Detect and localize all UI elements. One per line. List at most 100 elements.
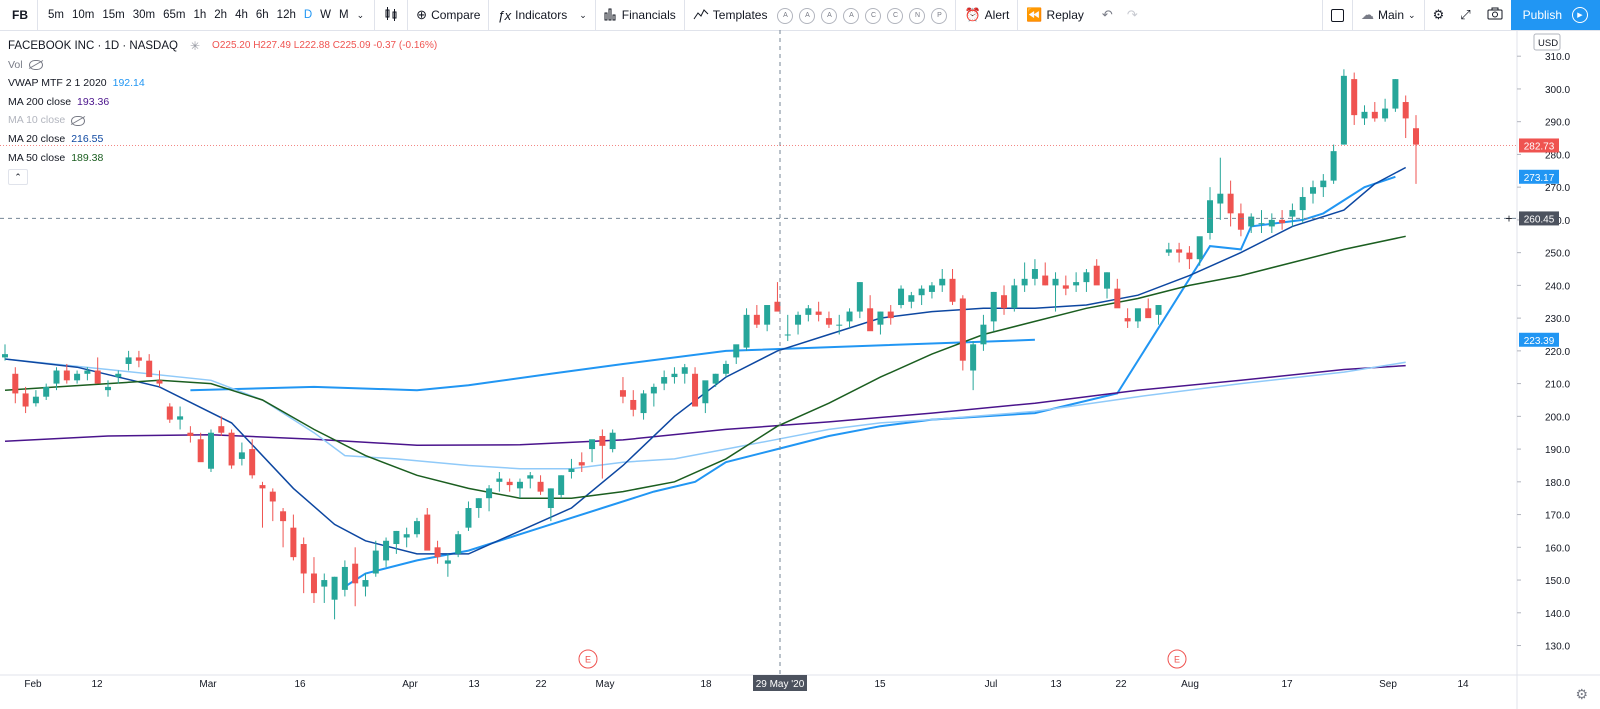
market-status-icon: ✳ [189, 39, 201, 53]
indicators-button[interactable]: ƒx Indicators ⌄ [489, 0, 596, 30]
candle-body [63, 370, 70, 381]
x-tick-label: 18 [700, 679, 712, 690]
x-tick-label: 22 [535, 679, 547, 690]
candle-body [795, 314, 802, 325]
template-shortcut-0[interactable]: A [777, 8, 794, 24]
chevron-down-icon[interactable]: ⌄ [356, 9, 365, 20]
alert-button[interactable]: ⏰ Alert [956, 0, 1019, 30]
candle-body [568, 468, 575, 473]
template-shortcut-7[interactable]: P [931, 8, 948, 24]
interval-4h[interactable]: 4h [235, 9, 248, 21]
template-shortcut-2[interactable]: A [821, 8, 838, 24]
redo-icon[interactable]: ↷ [1126, 7, 1138, 22]
hidden-eye-icon[interactable] [28, 59, 43, 70]
collapse-legend-button[interactable]: ⌃ [8, 169, 28, 186]
financials-button[interactable]: Financials [596, 0, 685, 30]
candle-body [887, 311, 894, 319]
candle-body [424, 514, 431, 551]
template-shortcut-3[interactable]: A [843, 8, 860, 24]
layout-button[interactable]: ☁ Main ⌄ [1353, 0, 1425, 30]
hidden-eye-icon[interactable] [71, 115, 86, 126]
candle-body [959, 298, 966, 361]
legend-label: MA 50 close [8, 151, 66, 164]
time-axis[interactable]: Feb 12 Mar 16 Apr 13 22 May 18 15 Jul 13 22 Aug 17 Sep 1… [0, 649, 1600, 691]
price-chart[interactable]: + 130.0 140.0 150.0 160.0 170.0 180.0 190.0 200… [0, 30, 1600, 709]
candle-body [815, 311, 822, 315]
interval-15m[interactable]: 15m [102, 9, 125, 21]
candle-body [372, 550, 379, 574]
alert-label: Alert [984, 8, 1010, 22]
interval-1h[interactable]: 1h [193, 9, 207, 21]
expand-button[interactable]: ⤢ [1452, 0, 1478, 30]
candle-body [1217, 193, 1224, 204]
candle-body [764, 305, 771, 325]
x-tick-label: Apr [402, 679, 418, 690]
camera-icon [1487, 7, 1503, 23]
interval-6h[interactable]: 6h [255, 9, 269, 21]
chevron-down-icon: ⌄ [579, 9, 587, 20]
candle-body [970, 344, 977, 371]
undo-icon[interactable]: ↶ [1101, 7, 1113, 22]
legend-row[interactable]: Vol [8, 56, 437, 75]
candle-body [1382, 108, 1389, 119]
interval-2h[interactable]: 2h [214, 9, 228, 21]
symbol-title[interactable]: FACEBOOK INC · 1D · NASDAQ [8, 40, 178, 52]
candle-body [980, 324, 987, 345]
candle-body [238, 452, 245, 459]
price-axis[interactable]: 130.0 140.0 150.0 160.0 170.0 180.0 190.0 200.0… [1516, 30, 1570, 709]
candle-body [269, 491, 276, 502]
compare-button[interactable]: ⊕ Compare [408, 0, 490, 30]
y-tick-label: 190.0 [1545, 445, 1570, 456]
fullscreen-toggle-button[interactable] [1322, 0, 1354, 30]
candle-body [1134, 308, 1141, 322]
interval-65m[interactable]: 65m [163, 9, 186, 21]
chart-settings-icon[interactable]: ⚙ [1575, 686, 1588, 702]
legend-row[interactable]: MA 10 close [8, 111, 437, 130]
interval-12h[interactable]: 12h [276, 9, 296, 21]
legend-row[interactable]: MA 20 close 216.55 [8, 130, 437, 149]
template-shortcut-5[interactable]: C [887, 8, 904, 24]
series-line [4, 166, 1407, 555]
candle-body [578, 462, 585, 466]
interval-W[interactable]: W [320, 9, 332, 21]
legend-label: MA 200 close [8, 95, 72, 108]
replay-button[interactable]: ⏪ Replay ↶ ↷ [1018, 0, 1145, 30]
template-shortcut-1[interactable]: A [799, 8, 816, 24]
candle-body [218, 426, 225, 433]
x-tick-label: 15 [874, 679, 886, 690]
candle-body [1145, 308, 1152, 319]
interval-D[interactable]: D [303, 9, 313, 21]
symbol-search[interactable]: FB [0, 0, 38, 30]
candle-body [331, 576, 338, 600]
candle-body [537, 481, 544, 492]
candle-body [1093, 265, 1100, 286]
template-shortcut-6[interactable]: N [909, 8, 926, 24]
interval-10m[interactable]: 10m [71, 9, 95, 21]
interval-bar: 5m 10m 15m 30m 65m 1h 2h 4h 6h 12h D W M ⌄ [38, 0, 376, 30]
expand-icon: ⤢ [1460, 7, 1471, 22]
bar-style-button[interactable] [375, 0, 409, 30]
publish-button[interactable]: Publish ▶ [1510, 0, 1600, 30]
settings-button[interactable]: ⚙ [1425, 0, 1453, 30]
interval-5m[interactable]: 5m [48, 9, 64, 21]
y-tick-label: 140.0 [1545, 609, 1570, 620]
candle-body [1011, 285, 1018, 309]
legend-row[interactable]: MA 50 close 189.38 [8, 149, 437, 168]
candles [2, 69, 1419, 620]
snapshot-button[interactable] [1479, 0, 1511, 30]
x-tick-label: 17 [1281, 679, 1293, 690]
interval-M[interactable]: M [339, 9, 349, 21]
candle-body [1207, 200, 1214, 233]
legend-label: VWAP MTF 2 1 2020 [8, 77, 107, 90]
candle-body [640, 393, 647, 414]
legend-row[interactable]: MA 200 close 193.36 [8, 93, 437, 112]
earnings-label: E [585, 655, 591, 665]
price-label-box [1519, 332, 1559, 347]
layout-label: Main [1378, 8, 1405, 22]
legend-row[interactable]: VWAP MTF 2 1 2020 192.14 [8, 74, 437, 93]
y-tick-label: 270.0 [1545, 183, 1570, 194]
template-shortcut-4[interactable]: C [865, 8, 882, 24]
interval-30m[interactable]: 30m [132, 9, 156, 21]
candle-body [475, 498, 482, 509]
